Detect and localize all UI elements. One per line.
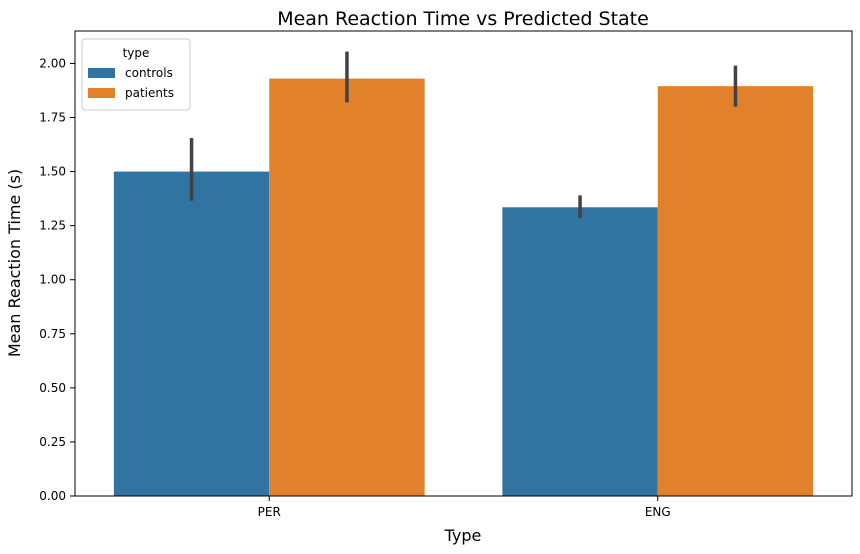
y-tick-label: 0.25 <box>39 435 66 449</box>
legend-title: type <box>123 46 150 60</box>
plot-frame <box>74 30 853 497</box>
legend-items: controls patients <box>88 66 174 100</box>
error-bars-layer <box>189 51 738 219</box>
y-tick-label: 1.25 <box>39 219 66 233</box>
y-tick-label: 0.50 <box>39 381 66 395</box>
x-tick-label-per: PER <box>258 505 281 519</box>
legend-label-controls: controls <box>125 66 173 80</box>
y-tick-label: 1.75 <box>39 111 66 125</box>
legend: type controls patients <box>81 38 191 111</box>
legend-swatch-controls <box>88 68 115 78</box>
y-tick-label: 1.00 <box>39 273 66 287</box>
y-tick-label: 0.75 <box>39 327 66 341</box>
bar-controls-eng <box>502 207 658 496</box>
chart-title: Mean Reaction Time vs Predicted State <box>277 8 649 30</box>
bar-patients-eng <box>657 86 814 497</box>
bars-layer <box>113 78 814 497</box>
legend-swatch-patients <box>88 88 115 98</box>
x-tick-label-eng: ENG <box>645 505 671 519</box>
x-axis-label: Type <box>444 526 482 545</box>
axes <box>74 30 853 497</box>
y-tick-label: 2.00 <box>39 56 66 70</box>
x-axis-ticks: PER ENG <box>258 496 671 519</box>
y-axis-ticks: 0.00 0.25 0.50 0.75 1.00 1.25 1.50 1.75 2.00 <box>39 56 75 503</box>
bar-controls-per <box>113 171 270 496</box>
y-tick-label: 0.00 <box>39 489 66 503</box>
y-tick-label: 1.50 <box>39 165 66 179</box>
bar-patients-per <box>269 78 425 497</box>
y-axis-label: Mean Reaction Time (s) <box>5 169 24 357</box>
legend-label-patients: patients <box>125 86 174 100</box>
